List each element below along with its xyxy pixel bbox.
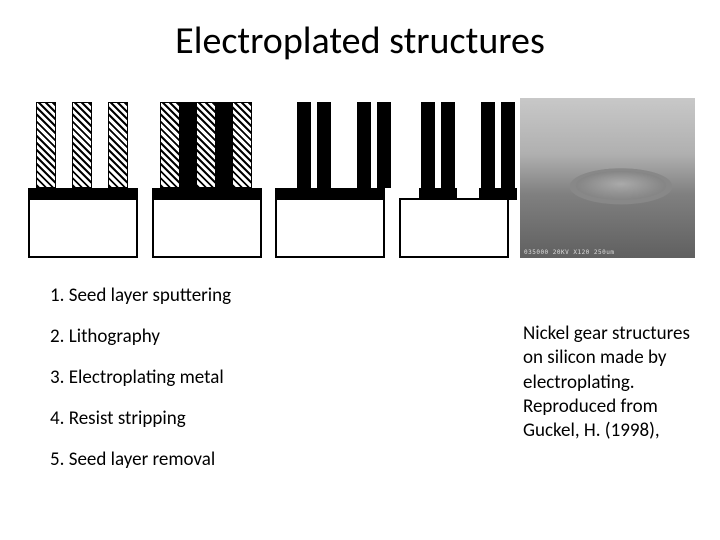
process-diagram bbox=[28, 98, 508, 258]
metal-pillar bbox=[377, 102, 391, 188]
metal-pillar bbox=[501, 102, 515, 188]
seed-layer bbox=[152, 188, 262, 200]
sem-scalebar-text: 035000 20KV X120 250um bbox=[524, 249, 614, 256]
process-steps-list: 1. Seed layer sputtering 2. Lithography 3.… bbox=[50, 286, 350, 491]
resist-pillar bbox=[196, 102, 216, 188]
resist-pillar bbox=[108, 102, 128, 188]
substrate-layer bbox=[275, 198, 385, 258]
metal-pillar bbox=[297, 102, 311, 188]
diagram-panel bbox=[152, 98, 262, 258]
metal-pillar bbox=[481, 102, 495, 188]
metal-pillar bbox=[357, 102, 371, 188]
metal-pillar bbox=[421, 102, 435, 188]
process-step: 4. Resist stripping bbox=[50, 409, 350, 428]
metal-pillar bbox=[317, 102, 331, 188]
resist-pillar bbox=[160, 102, 180, 188]
seed-layer-segment bbox=[479, 188, 517, 200]
sem-image: 035000 20KV X120 250um bbox=[520, 98, 695, 258]
resist-pillar bbox=[36, 102, 56, 188]
process-step: 1. Seed layer sputtering bbox=[50, 286, 350, 305]
resist-pillar bbox=[72, 102, 92, 188]
diagram-panel bbox=[399, 98, 509, 258]
metal-pillar bbox=[441, 102, 455, 188]
sem-caption: Nickel gear structures on silicon made b… bbox=[523, 322, 708, 444]
substrate-layer bbox=[152, 198, 262, 258]
page-title: Electroplated structures bbox=[0, 18, 720, 64]
diagram-panel bbox=[28, 98, 138, 258]
substrate-layer bbox=[28, 198, 138, 258]
seed-layer-segment bbox=[419, 188, 457, 200]
diagram-panel bbox=[275, 98, 385, 258]
process-step: 3. Electroplating metal bbox=[50, 368, 350, 387]
substrate-layer bbox=[399, 198, 509, 258]
resist-pillar bbox=[232, 102, 252, 188]
seed-layer bbox=[28, 188, 138, 200]
process-step: 2. Lithography bbox=[50, 327, 350, 346]
seed-layer bbox=[275, 188, 385, 200]
process-step: 5. Seed layer removal bbox=[50, 450, 350, 469]
